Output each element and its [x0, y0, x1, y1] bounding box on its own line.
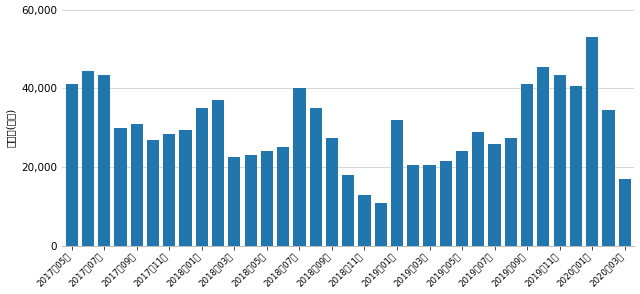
Bar	[179, 130, 191, 246]
Bar	[244, 155, 257, 246]
Bar	[424, 165, 436, 246]
Bar	[293, 88, 305, 246]
Bar	[277, 148, 289, 246]
Bar	[407, 165, 419, 246]
Bar	[358, 195, 371, 246]
Bar	[326, 138, 338, 246]
Bar	[619, 179, 631, 246]
Bar	[196, 108, 208, 246]
Bar	[602, 110, 614, 246]
Bar	[456, 151, 468, 246]
Bar	[342, 175, 355, 246]
Bar	[391, 120, 403, 246]
Bar	[440, 161, 452, 246]
Bar	[260, 151, 273, 246]
Bar	[147, 140, 159, 246]
Bar	[472, 132, 484, 246]
Bar	[554, 75, 566, 246]
Bar	[131, 124, 143, 246]
Bar	[66, 84, 78, 246]
Bar	[212, 100, 224, 246]
Y-axis label: 거래량(건수): 거래량(건수)	[6, 108, 15, 147]
Bar	[505, 138, 517, 246]
Bar	[374, 203, 387, 246]
Bar	[115, 128, 127, 246]
Bar	[537, 67, 550, 246]
Bar	[570, 86, 582, 246]
Bar	[310, 108, 322, 246]
Bar	[82, 71, 94, 246]
Bar	[163, 134, 175, 246]
Bar	[228, 157, 241, 246]
Bar	[521, 84, 533, 246]
Bar	[586, 37, 598, 246]
Bar	[488, 143, 500, 246]
Bar	[98, 75, 110, 246]
